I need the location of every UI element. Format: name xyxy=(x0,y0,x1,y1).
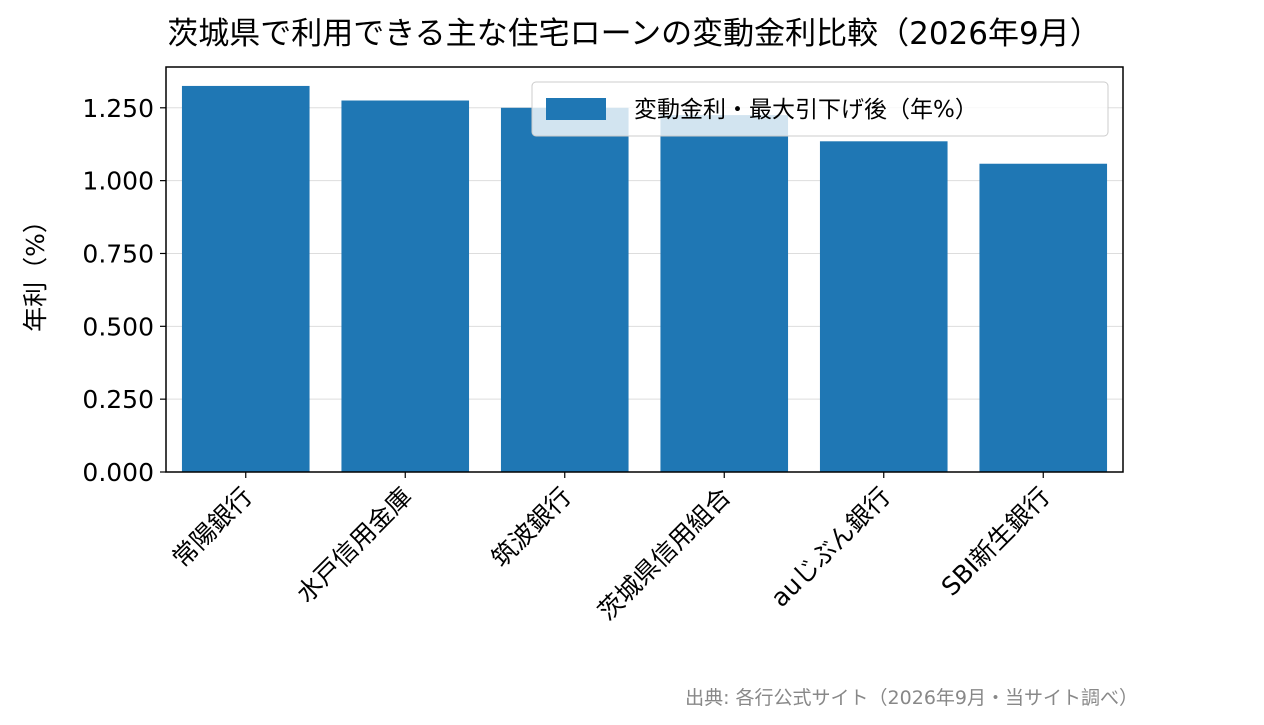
bar xyxy=(500,107,629,472)
plot-frame xyxy=(165,66,1124,473)
bar xyxy=(181,85,310,473)
bar xyxy=(979,163,1108,472)
y-tick-label: 0.750 xyxy=(82,239,154,268)
y-tick-label: 1.000 xyxy=(82,167,154,196)
y-axis: 0.000 0.250 0.500 0.750 1.000 1.250 xyxy=(82,94,166,487)
chart-title: 茨城県で利用できる主な住宅ローンの変動金利比較（2026年9月） xyxy=(167,16,1100,52)
y-tick-label: 0.500 xyxy=(82,312,154,341)
y-axis-label: 年利（%） xyxy=(21,208,50,332)
x-tick-label: SBI新生銀行 xyxy=(936,482,1056,602)
legend: 変動金利・最大引下げ後（年%） xyxy=(531,81,1109,137)
y-tick-label: 0.250 xyxy=(82,385,154,414)
source-note: 出典: 各行公式サイト（2026年9月・当サイト調べ） xyxy=(685,687,1138,709)
bars xyxy=(181,85,1108,473)
legend-swatch xyxy=(546,98,606,120)
bar xyxy=(819,141,948,472)
x-tick-label: 水戸信用金庫 xyxy=(291,482,418,609)
legend-box xyxy=(531,81,1109,137)
x-axis: 常陽銀行 水戸信用金庫 筑波銀行 茨城県信用組合 auじぶん銀行 SBI新生銀行 xyxy=(167,472,1056,626)
x-tick-label: 筑波銀行 xyxy=(486,482,577,573)
legend-label: 変動金利・最大引下げ後（年%） xyxy=(634,97,978,123)
y-tick-label: 1.250 xyxy=(82,94,154,123)
x-tick-label: auじぶん銀行 xyxy=(765,482,896,613)
y-tick-label: 0.000 xyxy=(82,458,154,487)
x-tick-label: 常陽銀行 xyxy=(167,482,258,573)
bar xyxy=(660,115,789,473)
x-tick-label: 茨城県信用組合 xyxy=(592,482,736,626)
bar xyxy=(341,100,470,472)
